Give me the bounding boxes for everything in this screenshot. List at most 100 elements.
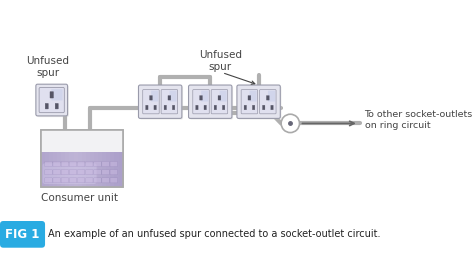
FancyBboxPatch shape xyxy=(39,88,64,113)
FancyBboxPatch shape xyxy=(214,105,217,110)
FancyBboxPatch shape xyxy=(154,105,156,110)
FancyBboxPatch shape xyxy=(237,85,280,118)
FancyBboxPatch shape xyxy=(196,105,198,110)
Bar xyxy=(90,152,94,187)
Bar xyxy=(82,152,86,187)
FancyBboxPatch shape xyxy=(69,178,77,183)
Bar xyxy=(86,152,90,187)
FancyBboxPatch shape xyxy=(43,163,97,184)
FancyBboxPatch shape xyxy=(146,105,148,110)
FancyBboxPatch shape xyxy=(61,178,69,183)
Bar xyxy=(41,130,123,152)
FancyBboxPatch shape xyxy=(77,162,85,167)
FancyBboxPatch shape xyxy=(170,91,177,102)
Bar xyxy=(94,152,98,187)
FancyBboxPatch shape xyxy=(250,91,256,102)
FancyBboxPatch shape xyxy=(193,90,209,114)
Text: FIG 1: FIG 1 xyxy=(5,228,40,241)
Text: Unfused
spur: Unfused spur xyxy=(199,50,242,72)
Text: Consumer unit: Consumer unit xyxy=(41,193,118,203)
Bar xyxy=(61,152,65,187)
FancyBboxPatch shape xyxy=(0,221,45,248)
FancyBboxPatch shape xyxy=(244,105,246,110)
Bar xyxy=(98,152,102,187)
FancyBboxPatch shape xyxy=(61,162,69,167)
FancyBboxPatch shape xyxy=(51,89,63,101)
Bar xyxy=(102,152,106,187)
FancyBboxPatch shape xyxy=(110,170,118,175)
FancyBboxPatch shape xyxy=(161,90,178,114)
FancyBboxPatch shape xyxy=(252,105,255,110)
Bar xyxy=(106,152,110,187)
FancyBboxPatch shape xyxy=(211,90,228,114)
FancyBboxPatch shape xyxy=(263,105,265,110)
FancyBboxPatch shape xyxy=(36,84,68,116)
FancyBboxPatch shape xyxy=(168,96,171,100)
FancyBboxPatch shape xyxy=(138,85,182,118)
FancyBboxPatch shape xyxy=(45,162,52,167)
FancyBboxPatch shape xyxy=(61,170,69,175)
FancyBboxPatch shape xyxy=(102,162,109,167)
FancyBboxPatch shape xyxy=(77,170,85,175)
Bar xyxy=(53,152,57,187)
FancyBboxPatch shape xyxy=(271,105,273,110)
FancyBboxPatch shape xyxy=(37,85,69,117)
Circle shape xyxy=(281,114,300,133)
Bar xyxy=(78,152,82,187)
FancyBboxPatch shape xyxy=(69,170,77,175)
Bar xyxy=(73,152,78,187)
Bar xyxy=(41,152,45,187)
FancyBboxPatch shape xyxy=(173,105,175,110)
FancyBboxPatch shape xyxy=(189,85,232,118)
FancyBboxPatch shape xyxy=(143,90,159,114)
FancyBboxPatch shape xyxy=(222,105,225,110)
FancyBboxPatch shape xyxy=(45,104,48,109)
FancyBboxPatch shape xyxy=(200,96,202,100)
FancyBboxPatch shape xyxy=(268,91,275,102)
FancyBboxPatch shape xyxy=(41,130,123,187)
Bar xyxy=(118,152,123,187)
FancyBboxPatch shape xyxy=(55,104,58,109)
FancyBboxPatch shape xyxy=(69,162,77,167)
FancyBboxPatch shape xyxy=(102,170,109,175)
FancyBboxPatch shape xyxy=(260,90,276,114)
FancyBboxPatch shape xyxy=(50,92,54,98)
FancyBboxPatch shape xyxy=(94,162,101,167)
Bar xyxy=(57,152,61,187)
FancyBboxPatch shape xyxy=(219,91,227,102)
Bar xyxy=(110,152,114,187)
Bar xyxy=(70,152,73,187)
FancyBboxPatch shape xyxy=(190,86,233,120)
FancyBboxPatch shape xyxy=(77,178,85,183)
Text: Unfused
spur: Unfused spur xyxy=(26,56,69,78)
FancyBboxPatch shape xyxy=(204,105,206,110)
FancyBboxPatch shape xyxy=(238,86,282,120)
FancyBboxPatch shape xyxy=(86,178,93,183)
FancyBboxPatch shape xyxy=(164,105,166,110)
FancyBboxPatch shape xyxy=(110,178,118,183)
FancyBboxPatch shape xyxy=(110,162,118,167)
Bar xyxy=(45,152,49,187)
FancyBboxPatch shape xyxy=(53,170,60,175)
Bar xyxy=(65,152,70,187)
FancyBboxPatch shape xyxy=(201,91,208,102)
FancyBboxPatch shape xyxy=(53,178,60,183)
FancyBboxPatch shape xyxy=(94,170,101,175)
FancyBboxPatch shape xyxy=(218,96,221,100)
FancyBboxPatch shape xyxy=(151,91,158,102)
FancyBboxPatch shape xyxy=(53,162,60,167)
FancyBboxPatch shape xyxy=(140,86,183,120)
Bar xyxy=(114,152,118,187)
FancyBboxPatch shape xyxy=(94,178,101,183)
FancyBboxPatch shape xyxy=(86,162,93,167)
FancyBboxPatch shape xyxy=(149,96,152,100)
Text: An example of an unfused spur connected to a socket-outlet circuit.: An example of an unfused spur connected … xyxy=(47,229,380,239)
FancyBboxPatch shape xyxy=(248,96,251,100)
Bar xyxy=(41,152,123,187)
FancyBboxPatch shape xyxy=(241,90,258,114)
FancyBboxPatch shape xyxy=(266,96,269,100)
FancyBboxPatch shape xyxy=(102,178,109,183)
Bar xyxy=(49,152,53,187)
FancyBboxPatch shape xyxy=(45,170,52,175)
FancyBboxPatch shape xyxy=(45,178,52,183)
